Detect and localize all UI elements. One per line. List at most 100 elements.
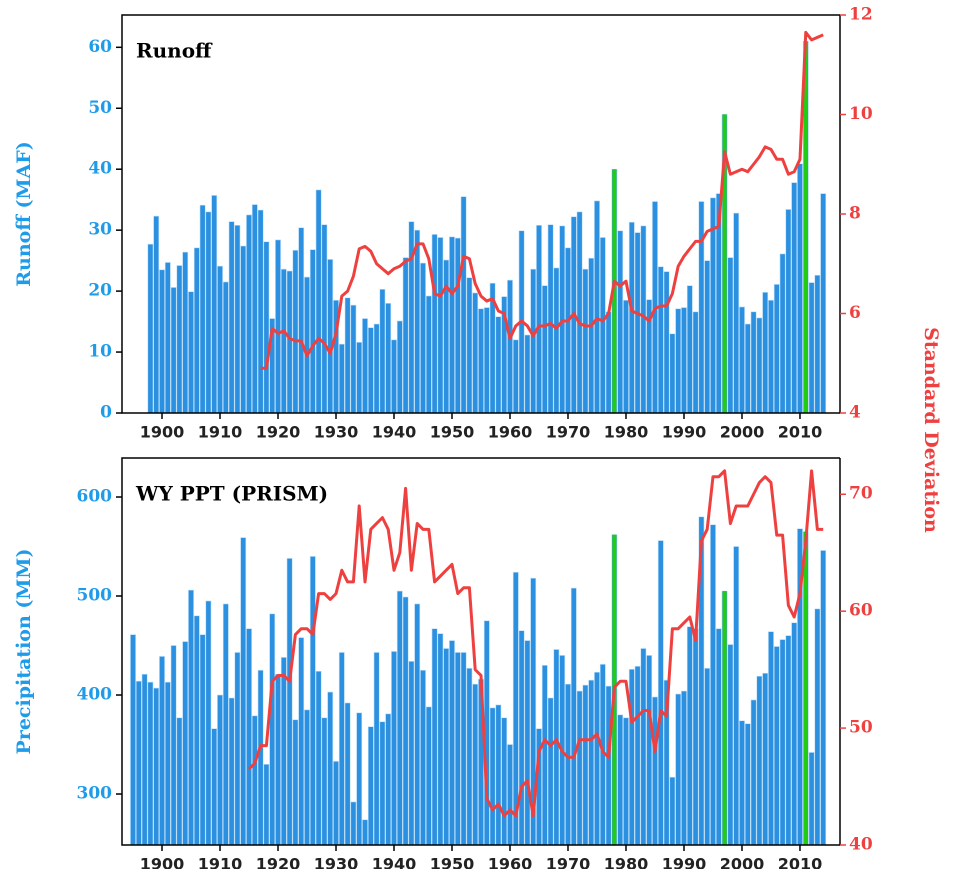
bar <box>739 720 745 846</box>
bar <box>536 224 542 414</box>
bar <box>402 257 409 414</box>
highlight-bar <box>803 531 808 845</box>
bar <box>327 691 334 846</box>
bar <box>425 295 432 414</box>
bar <box>576 211 583 414</box>
bar <box>257 669 264 846</box>
bar <box>246 628 252 846</box>
bar <box>135 680 142 846</box>
bar <box>188 589 194 846</box>
bar <box>449 640 455 846</box>
y-tick-label: 30 <box>88 220 112 240</box>
bar <box>188 291 194 414</box>
y-tick-label: 0 <box>100 403 112 423</box>
bar <box>634 232 641 414</box>
bar <box>304 709 310 846</box>
bar <box>663 271 670 414</box>
y2-tick-label: 12 <box>849 5 873 25</box>
bar <box>286 270 293 414</box>
bar <box>402 596 409 846</box>
bar <box>617 230 624 414</box>
axis-frame <box>121 457 840 846</box>
bar <box>246 214 252 414</box>
bar <box>646 655 653 846</box>
bar <box>408 661 415 846</box>
x-tick-label: 1960 <box>488 855 533 869</box>
bar <box>182 251 189 414</box>
bar <box>385 302 392 414</box>
bar <box>269 613 276 846</box>
bar <box>472 292 479 414</box>
bar <box>657 266 664 414</box>
bar <box>176 717 183 846</box>
x-tick-label: 1970 <box>546 423 591 442</box>
y-axis-label: Runoff (MAF) <box>13 141 35 287</box>
bar <box>460 652 467 846</box>
bar <box>814 274 821 414</box>
bar <box>292 249 299 414</box>
bar <box>164 681 171 846</box>
x-tick-label: 1920 <box>256 855 301 869</box>
bar <box>298 227 305 414</box>
bar <box>420 262 426 414</box>
bar <box>280 268 287 414</box>
x-tick-label: 1900 <box>140 855 185 869</box>
line <box>260 30 824 370</box>
bar <box>164 262 171 414</box>
bar <box>170 645 177 846</box>
bar <box>588 257 595 414</box>
bar <box>657 540 664 846</box>
x-tick-label: 1990 <box>662 855 707 869</box>
bar <box>739 306 745 414</box>
chart-title: Runoff <box>136 39 213 63</box>
bar <box>263 764 270 846</box>
bar <box>669 776 676 846</box>
bar <box>205 211 212 414</box>
bar <box>565 247 571 414</box>
bar <box>686 285 693 414</box>
bar <box>524 334 531 414</box>
bar <box>698 201 705 414</box>
bar <box>414 603 421 846</box>
bar <box>159 269 165 414</box>
x-tick-label: 1910 <box>198 423 243 442</box>
bar <box>356 341 363 414</box>
bar <box>449 236 455 414</box>
bar <box>315 189 322 414</box>
bar <box>199 634 206 846</box>
x-tick-label: 2000 <box>720 423 765 442</box>
y2-tick-label: 6 <box>849 303 861 323</box>
x-tick-label: 1950 <box>430 855 475 869</box>
bar <box>170 287 177 414</box>
bar <box>547 224 554 414</box>
bar <box>205 600 212 846</box>
bar <box>628 668 635 846</box>
bar <box>443 648 450 846</box>
bar <box>362 318 368 414</box>
bar <box>309 556 316 846</box>
bar <box>222 281 229 414</box>
bar <box>808 752 815 846</box>
bar <box>605 311 612 414</box>
bar <box>420 669 426 846</box>
bar <box>321 717 328 846</box>
bar <box>153 215 160 414</box>
bar <box>367 327 374 414</box>
bar <box>594 200 600 414</box>
bar <box>599 237 606 414</box>
bar <box>396 590 403 846</box>
x-tick-label: 1930 <box>314 423 359 442</box>
bar <box>275 239 281 414</box>
bar <box>814 608 821 846</box>
bar <box>333 761 339 846</box>
bar <box>495 316 502 414</box>
bar <box>350 801 357 846</box>
bar <box>228 221 235 414</box>
bar <box>478 308 484 414</box>
bar <box>605 685 612 846</box>
y2-tick-label: 4 <box>849 403 861 423</box>
bar <box>779 639 786 846</box>
bar <box>454 652 461 846</box>
bar <box>344 702 351 846</box>
bar <box>797 163 803 414</box>
